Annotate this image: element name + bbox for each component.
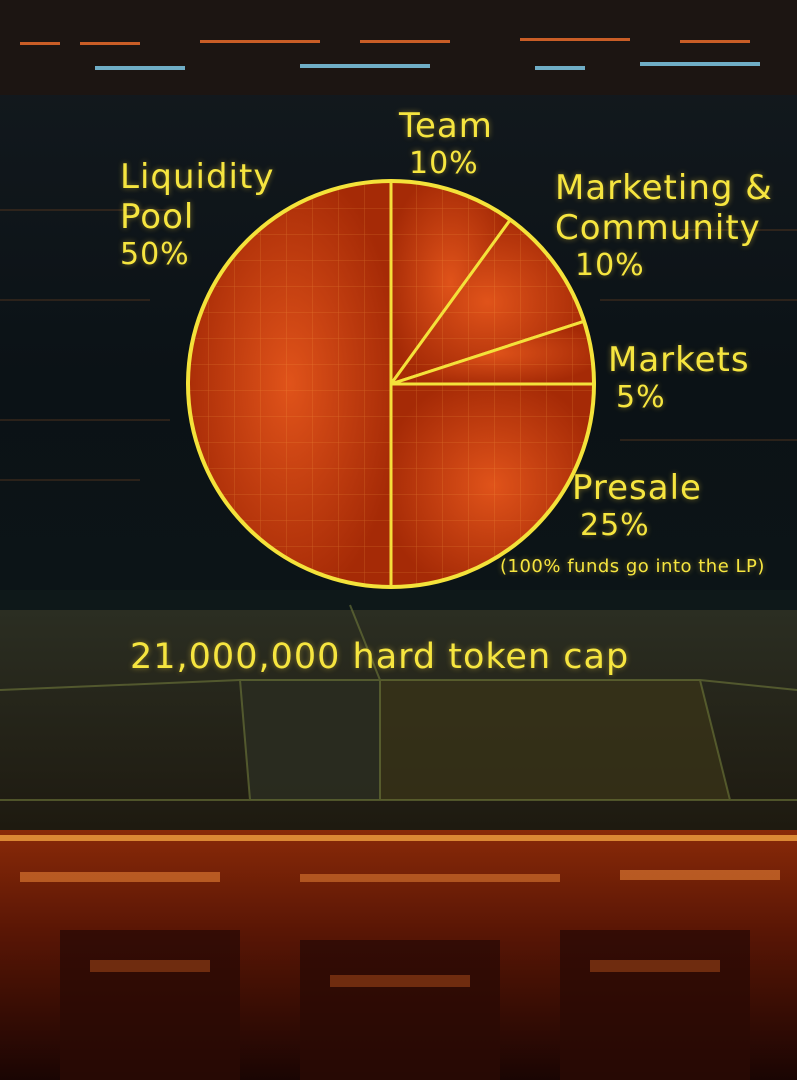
- presale-percent: 25%: [580, 508, 650, 543]
- team-percent: 10%: [409, 146, 479, 181]
- pie-grid-texture: [188, 181, 594, 587]
- team-label: Team 10%: [399, 106, 493, 182]
- marketing-line2: Community: [555, 208, 761, 248]
- marketing-percent: 10%: [575, 248, 645, 283]
- token-cap-text: 21,000,000 hard token cap: [130, 637, 630, 677]
- pie-outline: [186, 179, 596, 589]
- presale-name: Presale: [572, 468, 702, 508]
- presale-note: (100% funds go into the LP): [500, 556, 765, 577]
- marketing-label: Marketing & Community 10%: [555, 168, 773, 284]
- liquidity-label: Liquidity Pool 50%: [120, 157, 274, 273]
- markets-label: Markets 5%: [608, 340, 750, 416]
- liquidity-line2: Pool: [120, 197, 195, 237]
- liquidity-percent: 50%: [120, 237, 190, 272]
- team-name: Team: [399, 106, 493, 146]
- marketing-line1: Marketing &: [555, 168, 773, 208]
- markets-name: Markets: [608, 340, 750, 380]
- presale-label: Presale 25%: [572, 468, 702, 544]
- liquidity-line1: Liquidity: [120, 157, 275, 197]
- markets-percent: 5%: [616, 380, 666, 415]
